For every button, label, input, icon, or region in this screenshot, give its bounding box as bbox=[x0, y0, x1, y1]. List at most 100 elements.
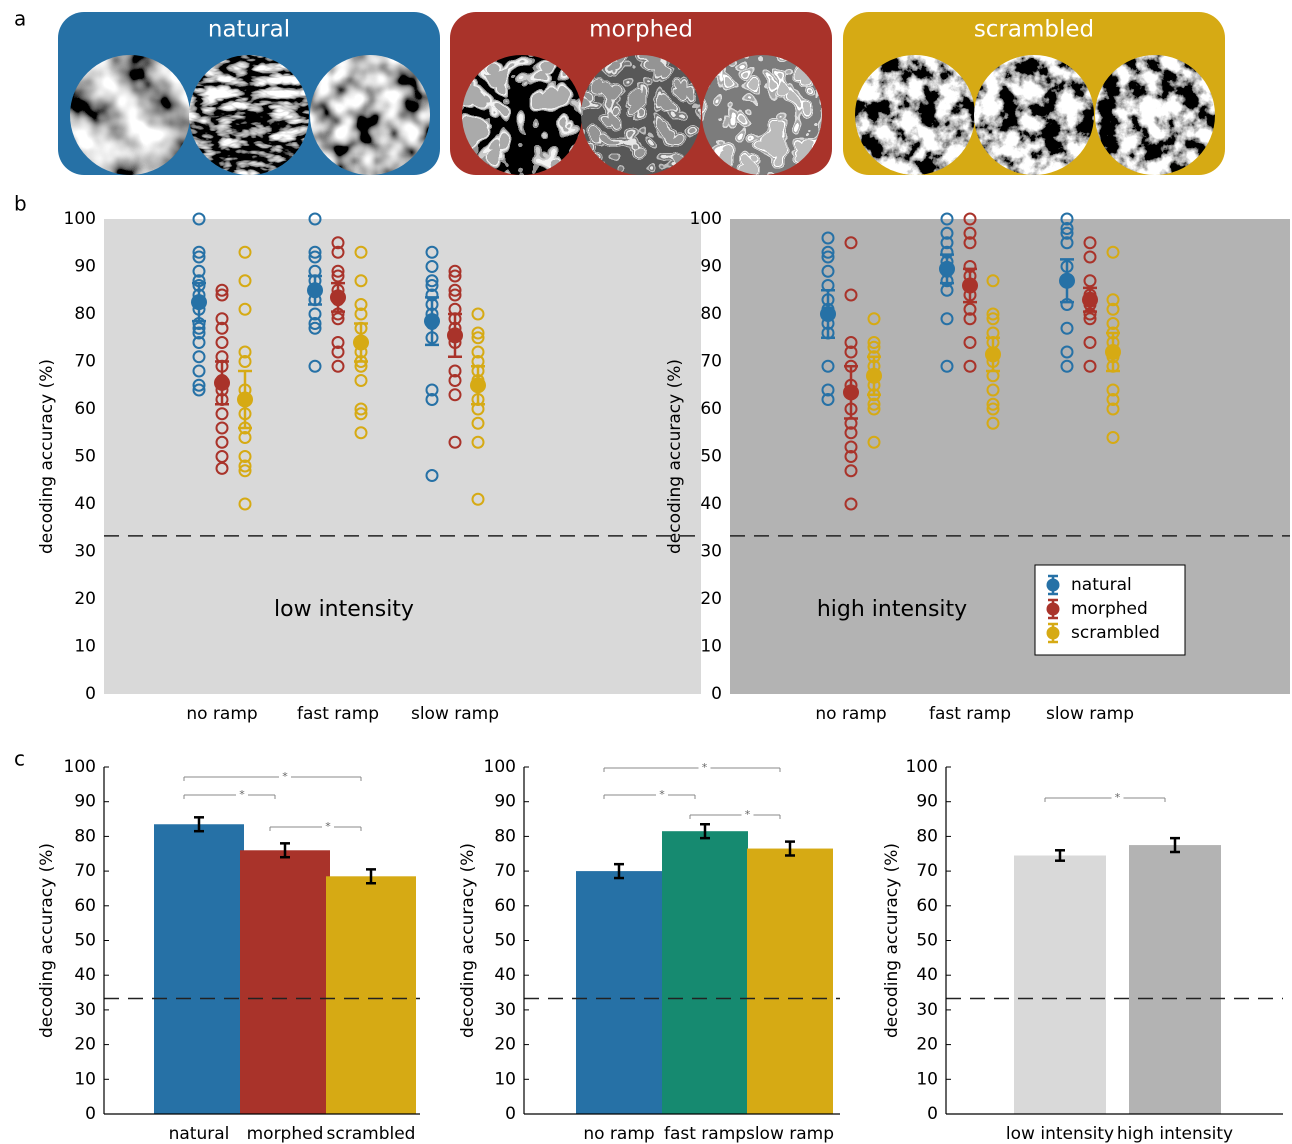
x-tick-label: natural bbox=[169, 1124, 230, 1144]
y-tick-label: 10 bbox=[74, 1069, 96, 1089]
mean-point bbox=[330, 289, 346, 305]
mean-point bbox=[985, 346, 1001, 362]
legend-label: scrambled bbox=[1071, 623, 1160, 643]
y-tick-label: 10 bbox=[700, 637, 722, 657]
x-tick-label: no ramp bbox=[186, 704, 257, 724]
significance-label: * bbox=[659, 788, 665, 801]
stimulus-image bbox=[70, 55, 190, 175]
stimulus-image bbox=[462, 55, 582, 175]
x-tick-label: high intensity bbox=[1117, 1124, 1233, 1144]
y-tick-label: 10 bbox=[494, 1069, 516, 1089]
mean-point bbox=[237, 392, 253, 408]
legend-label: morphed bbox=[1071, 599, 1148, 619]
stimulus-image bbox=[581, 55, 701, 175]
significance-label: * bbox=[745, 808, 751, 821]
y-tick-label: 20 bbox=[74, 1035, 96, 1055]
y-tick-label: 40 bbox=[74, 965, 96, 985]
mean-point bbox=[866, 368, 882, 384]
y-tick-label: 100 bbox=[484, 757, 516, 777]
x-tick-label: slow ramp bbox=[411, 704, 499, 724]
y-tick-label: 30 bbox=[494, 1000, 516, 1020]
y-tick-label: 40 bbox=[916, 965, 938, 985]
y-tick-label: 70 bbox=[494, 861, 516, 881]
y-axis-label: decoding accuracy (%) bbox=[37, 359, 57, 554]
stimulus-image bbox=[974, 55, 1094, 175]
x-tick-label: slow ramp bbox=[746, 1124, 834, 1144]
mean-point bbox=[1105, 344, 1121, 360]
y-tick-label: 0 bbox=[505, 1104, 516, 1124]
y-tick-label: 60 bbox=[74, 896, 96, 916]
stimulus-label: scrambled bbox=[974, 17, 1094, 43]
significance-label: * bbox=[702, 761, 708, 774]
chart: 0102030405060708090100decoding accuracy … bbox=[882, 757, 1283, 1144]
chart: 0102030405060708090100decoding accuracy … bbox=[37, 757, 420, 1144]
y-tick-label: 90 bbox=[494, 792, 516, 812]
stimulus-image bbox=[1095, 55, 1215, 175]
y-tick-label: 80 bbox=[700, 304, 722, 324]
y-tick-label: 80 bbox=[74, 304, 96, 324]
y-tick-label: 50 bbox=[74, 447, 96, 467]
mean-point bbox=[939, 261, 955, 277]
y-tick-label: 30 bbox=[700, 542, 722, 562]
significance-label: * bbox=[282, 770, 288, 783]
y-tick-label: 30 bbox=[916, 1000, 938, 1020]
figure: naturalmorphedscrambled a b c 0102030405… bbox=[0, 0, 1292, 1144]
plot-background bbox=[730, 219, 1290, 694]
y-tick-label: 90 bbox=[74, 257, 96, 277]
y-tick-label: 60 bbox=[74, 399, 96, 419]
x-tick-label: slow ramp bbox=[1046, 704, 1134, 724]
bar bbox=[1014, 855, 1106, 1114]
plot-background bbox=[104, 219, 701, 694]
stimulus-image bbox=[189, 55, 309, 175]
y-tick-label: 30 bbox=[74, 542, 96, 562]
mean-point bbox=[214, 375, 230, 391]
y-tick-label: 20 bbox=[700, 589, 722, 609]
bar bbox=[154, 824, 244, 1114]
y-tick-label: 60 bbox=[916, 896, 938, 916]
mean-point bbox=[307, 282, 323, 298]
x-tick-label: morphed bbox=[247, 1124, 324, 1144]
y-tick-label: 90 bbox=[916, 792, 938, 812]
panel-label: c bbox=[14, 747, 25, 771]
bar bbox=[747, 849, 833, 1114]
bar bbox=[576, 871, 662, 1114]
y-tick-label: 70 bbox=[916, 861, 938, 881]
y-tick-label: 90 bbox=[74, 792, 96, 812]
y-tick-label: 0 bbox=[711, 684, 722, 704]
x-tick-label: no ramp bbox=[583, 1124, 654, 1144]
mean-point bbox=[447, 327, 463, 343]
stimulus-label: natural bbox=[208, 17, 290, 43]
stimulus-image bbox=[855, 55, 975, 175]
stimulus-panel: natural morphed scrambled bbox=[58, 12, 1225, 175]
y-tick-label: 70 bbox=[700, 352, 722, 372]
y-tick-label: 80 bbox=[494, 826, 516, 846]
mean-point bbox=[962, 278, 978, 294]
stimulus-label: morphed bbox=[589, 17, 693, 43]
y-axis-label: decoding accuracy (%) bbox=[458, 843, 478, 1038]
mean-point bbox=[191, 294, 207, 310]
bar bbox=[240, 850, 330, 1114]
y-tick-label: 40 bbox=[700, 494, 722, 514]
y-tick-label: 100 bbox=[64, 209, 96, 229]
y-tick-label: 70 bbox=[74, 352, 96, 372]
y-tick-label: 40 bbox=[74, 494, 96, 514]
y-tick-label: 100 bbox=[64, 757, 96, 777]
x-tick-label: fast ramp bbox=[929, 704, 1011, 724]
mean-point bbox=[1059, 273, 1075, 289]
stimulus-image bbox=[702, 55, 822, 175]
y-tick-label: 60 bbox=[494, 896, 516, 916]
panel-label: b bbox=[14, 192, 27, 216]
significance-label: * bbox=[1115, 791, 1121, 804]
y-tick-label: 80 bbox=[74, 826, 96, 846]
mean-point bbox=[470, 377, 486, 393]
y-tick-label: 20 bbox=[74, 589, 96, 609]
y-tick-label: 40 bbox=[494, 965, 516, 985]
y-tick-label: 20 bbox=[494, 1035, 516, 1055]
x-tick-label: scrambled bbox=[327, 1124, 416, 1144]
y-tick-label: 100 bbox=[690, 209, 722, 229]
y-tick-label: 10 bbox=[74, 637, 96, 657]
y-tick-label: 50 bbox=[74, 931, 96, 951]
y-tick-label: 60 bbox=[700, 399, 722, 419]
y-tick-label: 0 bbox=[85, 684, 96, 704]
